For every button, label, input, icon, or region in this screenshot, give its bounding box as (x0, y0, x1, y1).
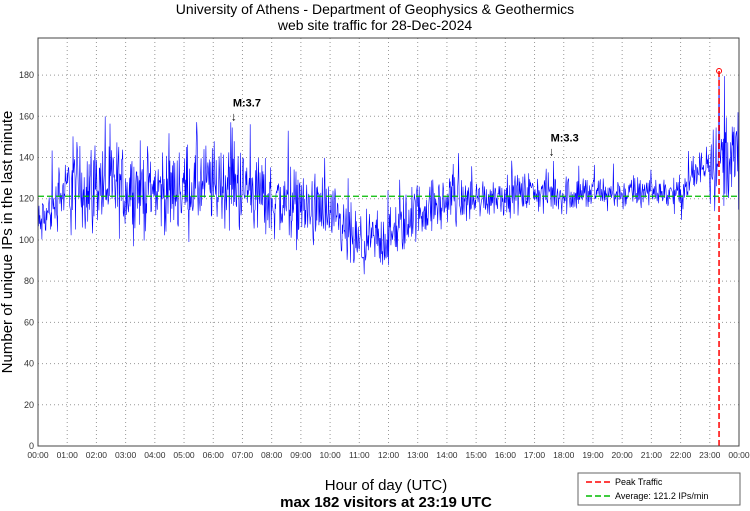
x-tick-label: 01:00 (57, 450, 79, 460)
x-tick-label: 04:00 (144, 450, 166, 460)
footer-max: max 182 visitors at 23:19 UTC (280, 494, 492, 511)
event-annotation: M:3.3 (551, 133, 579, 145)
y-tick-label: 20 (24, 400, 34, 410)
x-tick-label: 13:00 (407, 450, 429, 460)
x-tick-label: 15:00 (465, 450, 487, 460)
x-axis-label: Hour of day (UTC) (325, 477, 448, 494)
y-tick-label: 100 (19, 235, 34, 245)
y-tick-label: 180 (19, 70, 34, 80)
x-tick-label: 09:00 (290, 450, 312, 460)
x-tick-label: 07:00 (232, 450, 254, 460)
x-tick-label: 22:00 (670, 450, 692, 460)
y-tick-label: 40 (24, 359, 34, 369)
down-arrow-icon: ↓ (231, 109, 237, 123)
legend-peak: Peak Traffic (615, 477, 663, 487)
y-axis-label: Number of unique IPs in the last minute (0, 111, 16, 374)
y-tick-label: 0 (29, 441, 34, 451)
plot-frame (37, 37, 740, 447)
y-tick-label: 80 (24, 276, 34, 286)
chart-title: University of Athens - Department of Geo… (176, 1, 574, 17)
legend-average: Average: 121.2 IPs/min (615, 491, 708, 501)
x-tick-label: 00:00 (728, 450, 750, 460)
chart-subtitle: web site traffic for 28-Dec-2024 (277, 17, 472, 33)
x-tick-label: 02:00 (86, 450, 108, 460)
x-tick-label: 06:00 (203, 450, 225, 460)
x-tick-label: 16:00 (495, 450, 517, 460)
y-tick-label: 120 (19, 194, 34, 204)
down-arrow-icon: ↓ (549, 145, 555, 159)
y-tick-label: 140 (19, 153, 34, 163)
traffic-line (37, 70, 739, 275)
x-tick-label: 11:00 (349, 450, 370, 460)
x-tick-label: 19:00 (582, 450, 604, 460)
x-tick-label: 00:00 (27, 450, 49, 460)
y-tick-label: 60 (24, 317, 34, 327)
x-tick-label: 21:00 (641, 450, 663, 460)
x-tick-label: 08:00 (261, 450, 283, 460)
x-tick-label: 18:00 (553, 450, 575, 460)
x-tick-label: 14:00 (436, 450, 458, 460)
peak-marker (716, 67, 723, 74)
event-annotation: M:3.7 (233, 97, 261, 109)
x-tick-label: 20:00 (612, 450, 634, 460)
x-tick-label: 03:00 (115, 450, 137, 460)
x-tick-label: 10:00 (319, 450, 341, 460)
x-tick-label: 12:00 (378, 450, 400, 460)
x-tick-label: 23:00 (699, 450, 721, 460)
legend: Peak Traffic Average: 121.2 IPs/min (577, 472, 741, 506)
y-tick-label: 160 (19, 111, 34, 121)
x-tick-label: 17:00 (524, 450, 546, 460)
x-tick-label: 05:00 (173, 450, 195, 460)
